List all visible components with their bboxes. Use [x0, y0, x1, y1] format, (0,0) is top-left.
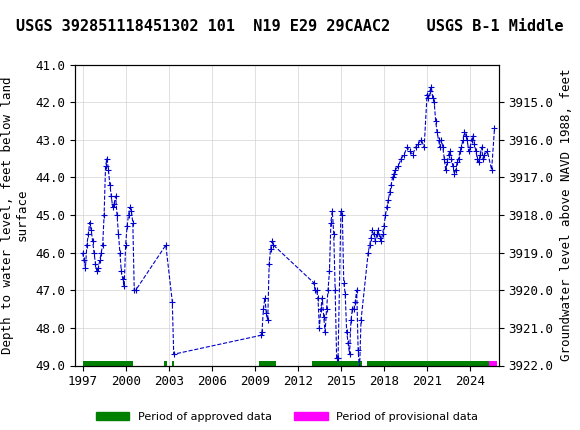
- Y-axis label: Depth to water level, feet below land
surface: Depth to water level, feet below land su…: [1, 76, 29, 354]
- Y-axis label: Groundwater level above NAVD 1988, feet: Groundwater level above NAVD 1988, feet: [560, 69, 574, 361]
- Text: USGS 392851118451302 101  N19 E29 29CAAC2    USGS B-1 Middle: USGS 392851118451302 101 N19 E29 29CAAC2…: [16, 19, 564, 34]
- Text: ≋USGS: ≋USGS: [12, 10, 70, 29]
- Legend: Period of approved data, Period of provisional data: Period of approved data, Period of provi…: [91, 407, 483, 426]
